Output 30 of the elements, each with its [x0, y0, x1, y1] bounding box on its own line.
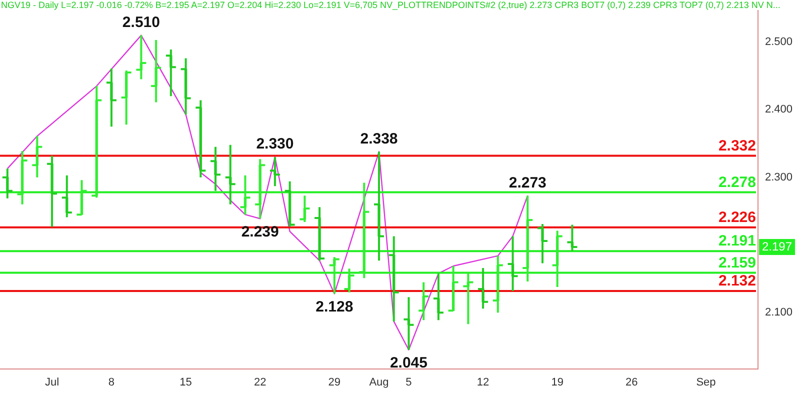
- y-tick-label: 2.500: [765, 36, 793, 48]
- ref-line-label: 2.132: [718, 272, 756, 290]
- annotation: 2.197: [762, 239, 792, 254]
- ref-line-label: 2.226: [718, 209, 756, 226]
- data-label: 2.273: [508, 174, 546, 192]
- x-tick-label: 8: [108, 376, 115, 388]
- y-tick-label: 2.100: [765, 306, 793, 319]
- data-label: 2.239: [241, 223, 279, 240]
- chart-title: NGV19 - Daily L=2.197 -0.016 -0.72% B=2.195 A=2.197 O=2.204 Hi=2.230 Lo=2.191 V=6,705 NV_PLOTTRENDPOINTS#2 (2,true) 2.273 CPR3 BOT7 (0,7) 2.239 CPR3 TOP7 (0,7) 2.213 NV N...: [1, 0, 780, 10]
- x-tick-label: 29: [328, 376, 341, 388]
- y-tick-label: 2.300: [765, 171, 793, 184]
- data-label: 2.330: [256, 136, 294, 153]
- ref-line-label: 2.159: [718, 254, 756, 272]
- data-label: 2.338: [360, 130, 398, 148]
- x-tick-label: 19: [551, 376, 564, 388]
- x-tick-label: 15: [180, 376, 192, 388]
- ref-line-label: 2.191: [718, 232, 756, 250]
- ref-line-label: 2.332: [718, 137, 756, 154]
- x-tick-label: Jul: [44, 376, 60, 388]
- x-tick-label: 12: [476, 376, 490, 388]
- data-label: 2.045: [390, 354, 428, 372]
- ref-line-label: 2.278: [718, 174, 756, 191]
- y-tick-label: 2.400: [765, 104, 793, 116]
- x-tick-label: Aug: [369, 376, 389, 388]
- x-tick-label: 5: [406, 376, 412, 388]
- data-label: 2.510: [122, 14, 160, 31]
- data-label: 2.128: [316, 298, 354, 316]
- x-tick-label: 26: [626, 376, 638, 388]
- x-tick-label: 22: [254, 376, 266, 388]
- x-tick-label: Sep: [696, 376, 716, 388]
